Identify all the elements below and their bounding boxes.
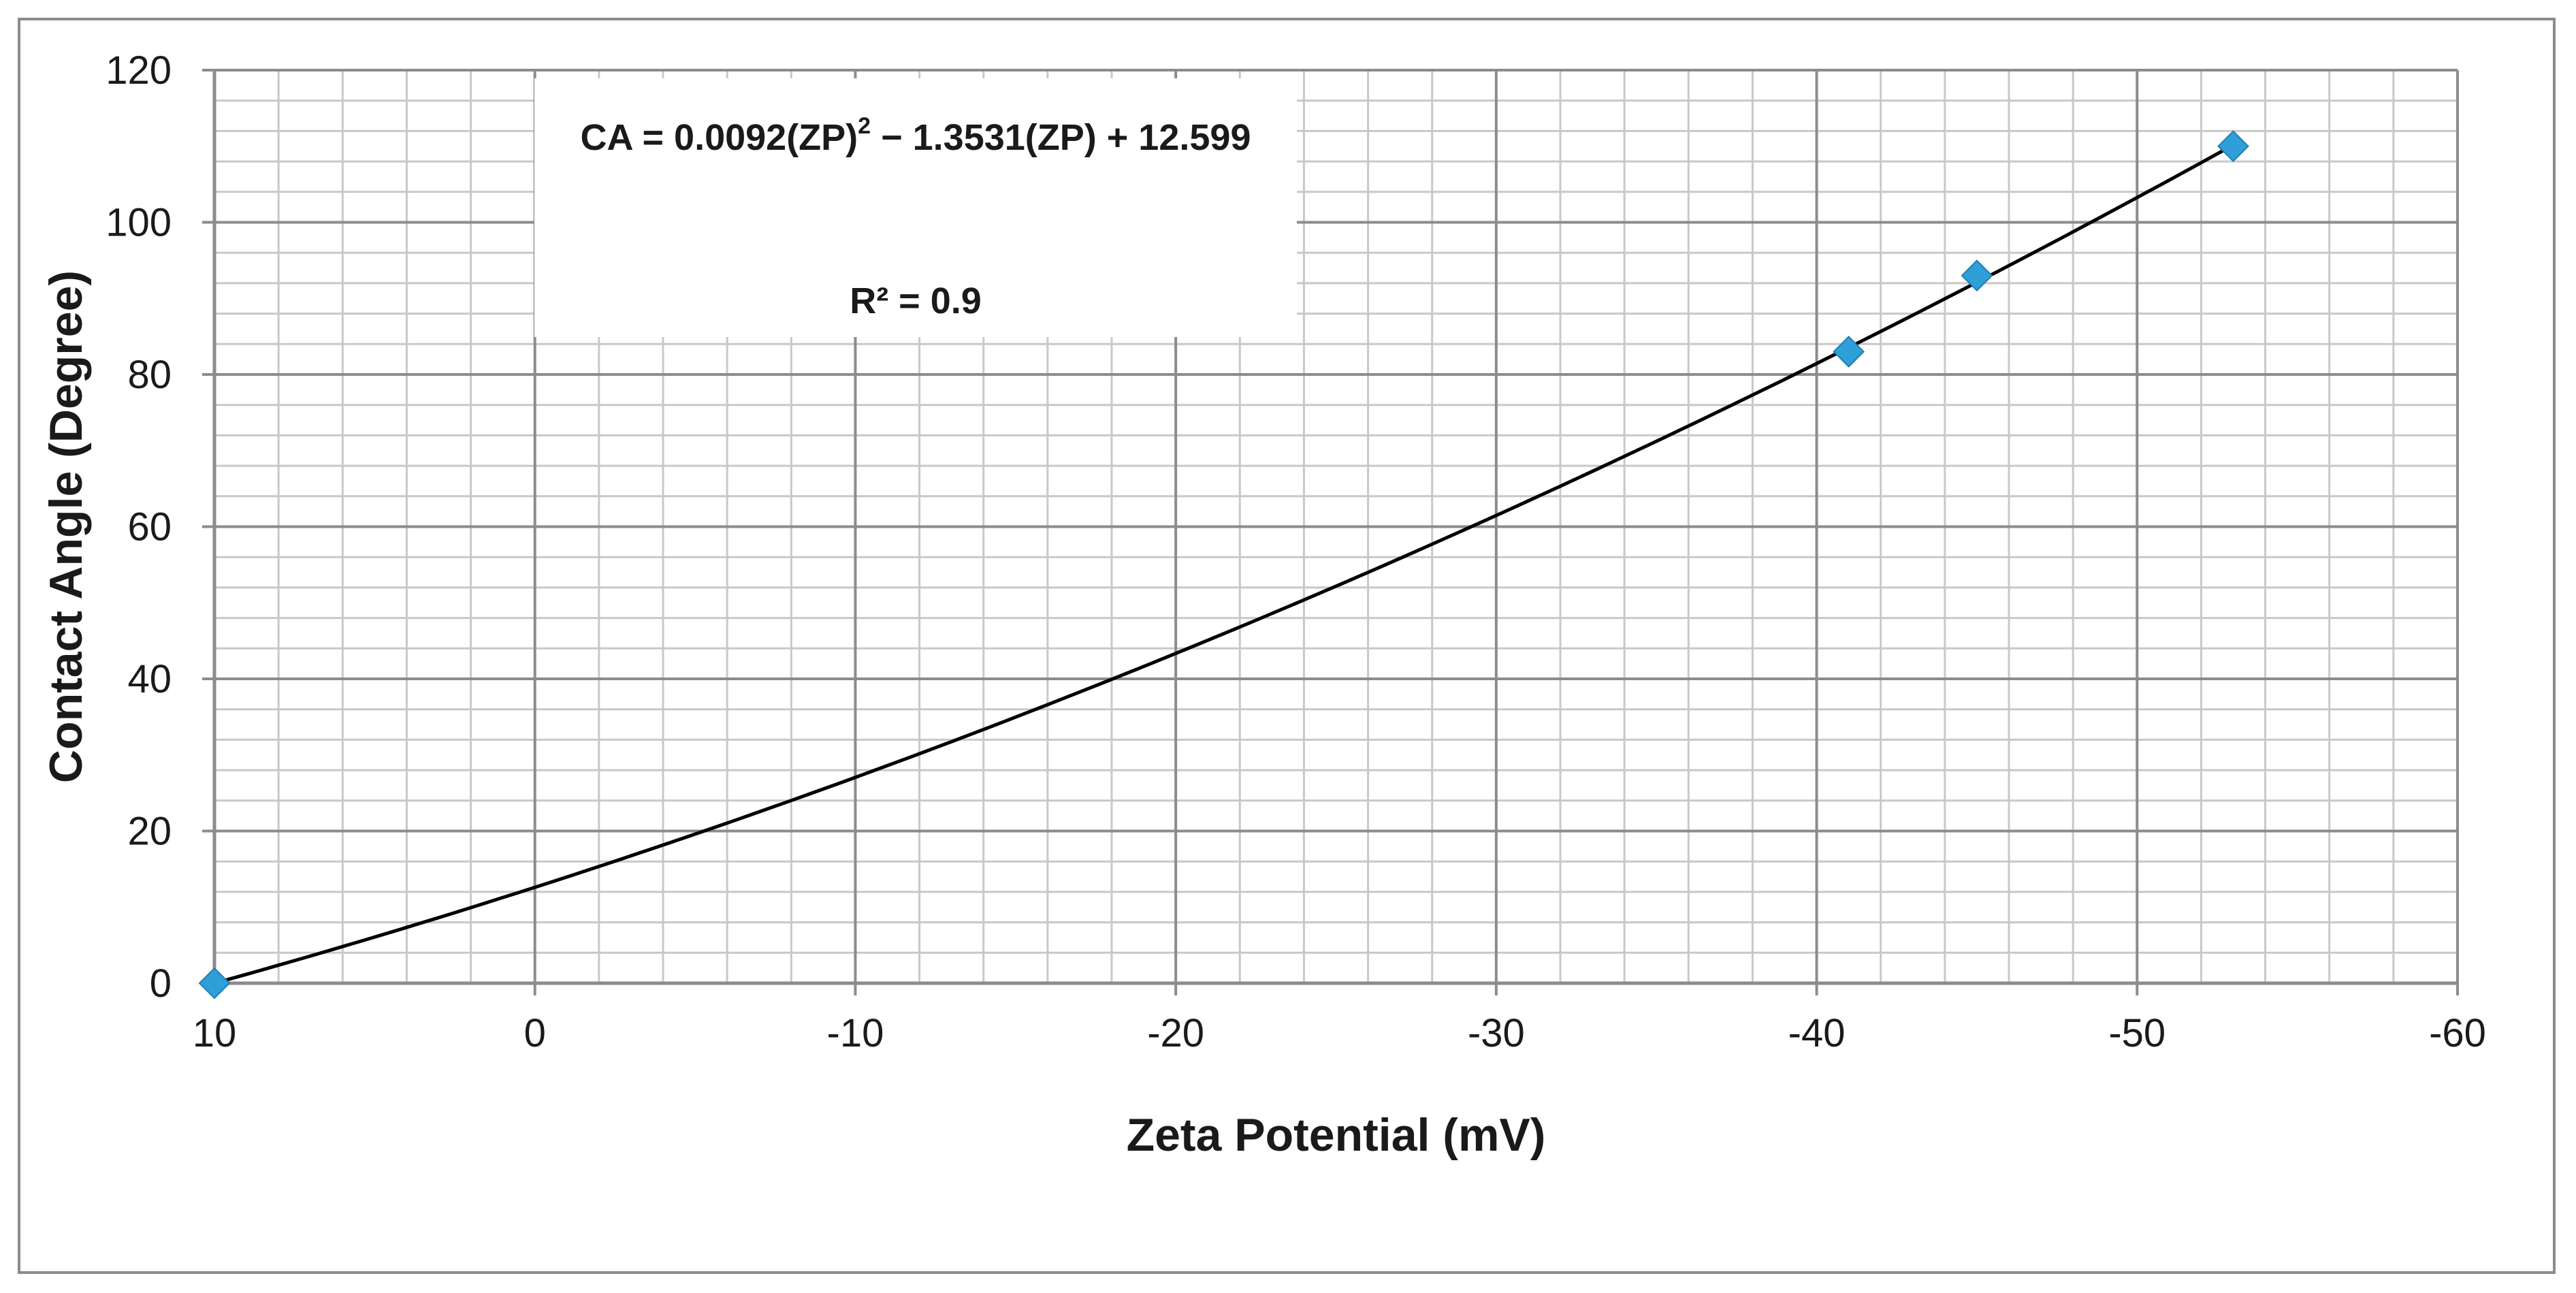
x-tick-label: -50 bbox=[2108, 1011, 2166, 1055]
x-tick-labels: 10 0 -10 -20 -30 -40 -50 -60 bbox=[193, 1011, 2486, 1055]
y-tick-label: 100 bbox=[106, 201, 172, 245]
x-tick-label: -20 bbox=[1147, 1011, 1204, 1055]
axes bbox=[212, 70, 2458, 985]
x-tick-label: 0 bbox=[524, 1011, 546, 1055]
x-tick-label: 10 bbox=[193, 1011, 237, 1055]
trendline-equation: CA = 0.0092(ZP)2 − 1.3531(ZP) + 12.599 bbox=[581, 113, 1251, 158]
polynomial-trendline bbox=[214, 143, 2234, 985]
y-tick-label: 40 bbox=[127, 657, 172, 701]
x-tick-label: -60 bbox=[2429, 1011, 2486, 1055]
data-markers bbox=[198, 130, 2249, 1000]
x-tick-label: -10 bbox=[827, 1011, 884, 1055]
y-tick-label: 60 bbox=[127, 505, 172, 549]
equation-prefix: CA = 0.0092(ZP) bbox=[581, 117, 858, 158]
data-point-marker bbox=[2217, 130, 2249, 163]
data-point-marker bbox=[1961, 259, 1993, 292]
y-tick-label: 80 bbox=[127, 353, 172, 397]
equation-box-background bbox=[534, 78, 1297, 337]
equation-exponent: 2 bbox=[858, 113, 871, 139]
data-point-marker bbox=[1833, 336, 1865, 368]
y-tick-label: 120 bbox=[106, 48, 172, 93]
x-tick-label: -30 bbox=[1468, 1011, 1525, 1055]
data-point-marker bbox=[198, 967, 231, 1000]
equation-suffix: − 1.3531(ZP) + 12.599 bbox=[871, 117, 1251, 158]
y-tick-label: 0 bbox=[150, 961, 172, 1006]
y-tick-label: 20 bbox=[127, 810, 172, 854]
x-axis-title: Zeta Potential (mV) bbox=[1127, 1109, 1546, 1161]
y-axis-title: Contact Angle (Degree) bbox=[40, 270, 92, 783]
trendline-equation-box: CA = 0.0092(ZP)2 − 1.3531(ZP) + 12.599 R… bbox=[534, 78, 1297, 337]
r-squared-label: R² = 0.9 bbox=[850, 281, 982, 321]
y-tick-labels: 0 20 40 60 80 100 120 bbox=[106, 48, 172, 1006]
x-tick-label: -40 bbox=[1788, 1011, 1846, 1055]
